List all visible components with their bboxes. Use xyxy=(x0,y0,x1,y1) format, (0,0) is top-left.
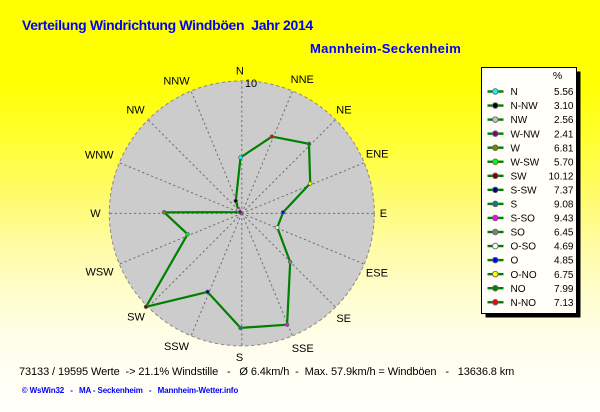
svg-text:10: 10 xyxy=(245,78,257,90)
svg-text:SO: SO xyxy=(511,228,526,239)
svg-text:O: O xyxy=(511,256,519,267)
svg-text:WNW: WNW xyxy=(85,150,114,162)
svg-text:7.13: 7.13 xyxy=(554,298,574,309)
svg-text:2.56: 2.56 xyxy=(554,115,574,126)
svg-text:N: N xyxy=(511,87,518,98)
svg-text:N-NO: N-NO xyxy=(511,298,537,309)
svg-text:NW: NW xyxy=(511,115,528,126)
svg-text:4.69: 4.69 xyxy=(554,242,574,253)
svg-text:10.12: 10.12 xyxy=(548,171,573,182)
svg-text:O-NO: O-NO xyxy=(511,270,537,281)
svg-text:SW: SW xyxy=(511,171,528,182)
svg-text:W-SW: W-SW xyxy=(511,157,540,168)
svg-text:N-NW: N-NW xyxy=(511,101,539,112)
svg-text:7.37: 7.37 xyxy=(554,185,574,196)
svg-text:5.56: 5.56 xyxy=(554,87,574,98)
svg-text:NE: NE xyxy=(336,104,351,116)
svg-text:NNW: NNW xyxy=(163,75,190,87)
svg-text:SSW: SSW xyxy=(164,341,190,353)
svg-text:3.10: 3.10 xyxy=(554,101,574,112)
svg-text:%: % xyxy=(553,70,562,82)
svg-text:S: S xyxy=(236,352,243,364)
svg-text:2.41: 2.41 xyxy=(554,129,574,140)
svg-text:ESE: ESE xyxy=(366,267,388,279)
svg-text:W: W xyxy=(90,208,101,220)
svg-text:N: N xyxy=(236,66,244,78)
svg-text:W: W xyxy=(511,143,521,154)
svg-text:SSE: SSE xyxy=(292,343,314,355)
svg-text:S: S xyxy=(511,200,518,211)
svg-text:WSW: WSW xyxy=(85,267,114,279)
svg-text:NNE: NNE xyxy=(291,74,314,86)
svg-text:7.99: 7.99 xyxy=(554,284,574,295)
svg-text:9.43: 9.43 xyxy=(554,214,574,225)
svg-text:O-SO: O-SO xyxy=(511,242,537,253)
svg-text:S-SO: S-SO xyxy=(511,214,536,225)
svg-text:E: E xyxy=(380,208,387,220)
svg-text:ENE: ENE xyxy=(366,149,389,161)
svg-text:NO: NO xyxy=(511,284,526,295)
svg-text:5.70: 5.70 xyxy=(554,157,574,168)
svg-text:6.81: 6.81 xyxy=(554,143,574,154)
svg-text:NW: NW xyxy=(126,105,145,117)
svg-text:6.75: 6.75 xyxy=(554,270,574,281)
svg-text:S-SW: S-SW xyxy=(511,185,538,196)
svg-text:6.45: 6.45 xyxy=(554,228,574,239)
svg-text:4.85: 4.85 xyxy=(554,256,574,267)
svg-text:W-NW: W-NW xyxy=(511,129,541,140)
svg-text:9.08: 9.08 xyxy=(554,200,574,211)
svg-text:SE: SE xyxy=(336,313,351,325)
svg-text:SW: SW xyxy=(127,312,145,324)
